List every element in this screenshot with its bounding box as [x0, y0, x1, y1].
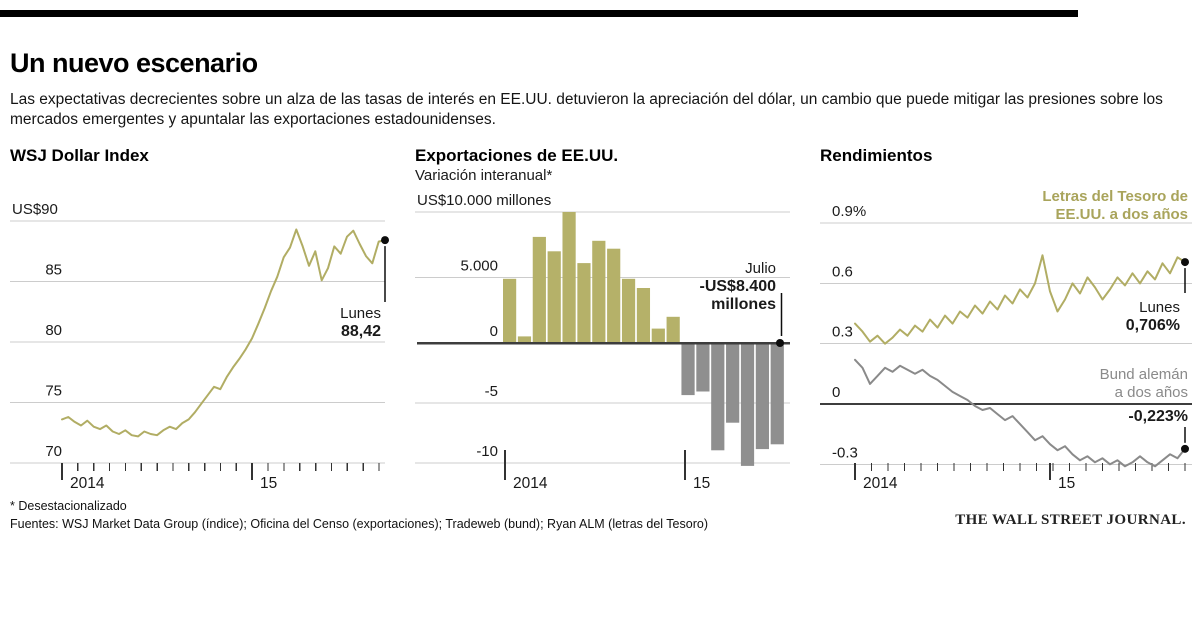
y-tick-label: 75 [45, 383, 62, 400]
end-point-dot [1181, 444, 1189, 453]
chart-wsj-dollar-index: WSJ Dollar Index US$90 85 80 75 70 2014 15 Lune… [10, 140, 392, 510]
export-bar [503, 278, 517, 343]
treasury-yield-line [854, 254, 1186, 345]
export-bar [696, 343, 710, 392]
end-point-dot [776, 339, 784, 347]
annotation-value-label: -US$8.400 [700, 278, 777, 295]
export-bar [755, 343, 769, 450]
annotation-value-label: 0,706% [1126, 317, 1180, 334]
sources-line: Fuentes: WSJ Market Data Group (índice);… [10, 517, 708, 531]
bund-series-label: a dos años [1115, 384, 1188, 401]
export-bar [726, 343, 740, 423]
end-point-dot [381, 236, 389, 245]
top-black-bar [0, 10, 1078, 17]
annotation-value-label: -0,223% [1128, 408, 1188, 425]
annotation-day-label: Lunes [1139, 299, 1180, 316]
y-tick-label: -10 [476, 443, 498, 460]
export-bar [681, 343, 695, 396]
export-bar [577, 263, 591, 343]
y-tick-label: 0 [490, 323, 498, 340]
year-label: 2014 [513, 475, 548, 492]
annotation-unit-label: millones [711, 296, 776, 313]
chart-title: Rendimientos [820, 146, 933, 165]
annotation-day-label: Lunes [340, 305, 381, 322]
y-tick-label: -0.3 [832, 444, 858, 461]
export-bar [740, 343, 755, 466]
y-tick-label: 80 [45, 322, 62, 339]
year-label: 15 [693, 475, 710, 492]
rendimientos-plot: 0.9% 0.6 0.3 0 -0.3 2014 15 Letras del Tesoro d… [820, 188, 1192, 492]
export-bar [711, 343, 725, 451]
chart-subtitle: Variación interanual* [415, 167, 553, 184]
dollar-index-line [61, 228, 386, 438]
y-tick-label: 85 [45, 262, 62, 279]
y-tick-label: 5.000 [460, 258, 498, 275]
export-bar [517, 336, 532, 343]
bund-series-label: Bund alemán [1100, 366, 1188, 383]
export-bar [621, 278, 636, 343]
chart-rendimientos: Rendimientos 0.9% 0.6 0.3 0 -0.3 2014 15 Letras… [820, 140, 1192, 510]
y-tick-label: 70 [45, 443, 62, 460]
end-point-dot [1181, 258, 1189, 267]
export-bar [770, 343, 784, 445]
y-tick-label: 0.6 [832, 263, 853, 280]
exportaciones-plot: US$10.000 millones 5.000 0 -5 -10 2014 15 Julio… [415, 192, 790, 492]
treasury-legend-label: Letras del Tesoro de [1042, 188, 1188, 205]
export-bar [651, 328, 665, 343]
y-tick-label: US$90 [12, 201, 58, 218]
export-bar [562, 212, 576, 343]
chart-title: WSJ Dollar Index [10, 146, 149, 165]
y-tick-label: US$10.000 millones [417, 192, 551, 209]
export-bar [592, 240, 606, 343]
y-tick-label: 0.3 [832, 324, 853, 341]
footnote: * Desestacionalizado [10, 499, 127, 513]
page-title: Un nuevo escenario [10, 48, 258, 78]
y-tick-label: 0 [832, 384, 840, 401]
chart-exportaciones: Exportaciones de EE.UU. Variación intera… [415, 140, 790, 510]
y-tick-label: 0.9% [832, 203, 866, 220]
export-bar [607, 248, 621, 343]
y-tick-label: -5 [485, 383, 498, 400]
year-label: 2014 [863, 475, 898, 492]
annotation-month-label: Julio [745, 260, 776, 277]
export-bar [666, 316, 680, 343]
year-label: 15 [260, 475, 277, 492]
export-bar [547, 251, 561, 343]
chart-title: Exportaciones de EE.UU. [415, 146, 619, 165]
page-subtitle: Las expectativas decrecientes sobre un a… [10, 91, 1163, 128]
bund-yield-line [854, 358, 1186, 468]
export-bar [636, 288, 651, 343]
wsj-logotype: THE WALL STREET JOURNAL. [955, 512, 1186, 528]
treasury-legend-label: EE.UU. a dos años [1055, 206, 1188, 223]
year-label: 15 [1058, 475, 1075, 492]
export-bar [532, 236, 546, 343]
year-label: 2014 [70, 475, 105, 492]
annotation-value-label: 88,42 [341, 323, 381, 340]
